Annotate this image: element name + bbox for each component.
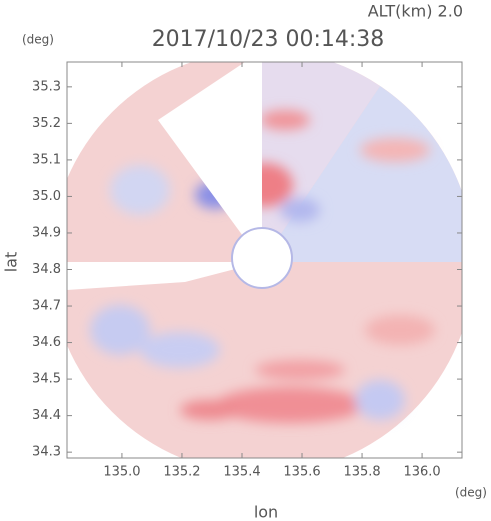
y-tick-label: 34.8 <box>32 262 61 277</box>
y-tick-label: 35.3 <box>32 79 61 94</box>
y-tick-label: 34.7 <box>32 299 61 314</box>
x-tick-label: 135.0 <box>103 465 140 480</box>
y-tick-label: 34.6 <box>32 335 61 350</box>
y-tick-label: 34.5 <box>32 372 61 387</box>
chart-title: 2017/10/23 00:14:38 <box>152 27 385 52</box>
y-tick-label: 35.1 <box>32 152 61 167</box>
x-unit: (deg) <box>455 486 487 500</box>
x-axis-label: lon <box>254 503 278 521</box>
y-axis-label: lat <box>2 252 21 273</box>
x-tick-label: 135.2 <box>163 465 200 480</box>
y-tick-label: 34.4 <box>32 408 61 423</box>
y-tick-label: 34.9 <box>32 225 61 240</box>
plot-frame <box>66 61 463 459</box>
y-tick-label: 35.2 <box>32 116 61 131</box>
x-tick-label: 136.0 <box>403 465 440 480</box>
x-tick-label: 135.8 <box>343 465 380 480</box>
radar-field <box>67 62 462 458</box>
x-tick-label: 135.6 <box>283 465 320 480</box>
y-tick-label: 35.0 <box>32 189 61 204</box>
y-unit: (deg) <box>22 33 54 47</box>
y-tick-label: 34.3 <box>32 445 61 460</box>
altitude: ALT(km) 2.0 <box>368 2 463 21</box>
x-tick-label: 135.4 <box>223 465 260 480</box>
